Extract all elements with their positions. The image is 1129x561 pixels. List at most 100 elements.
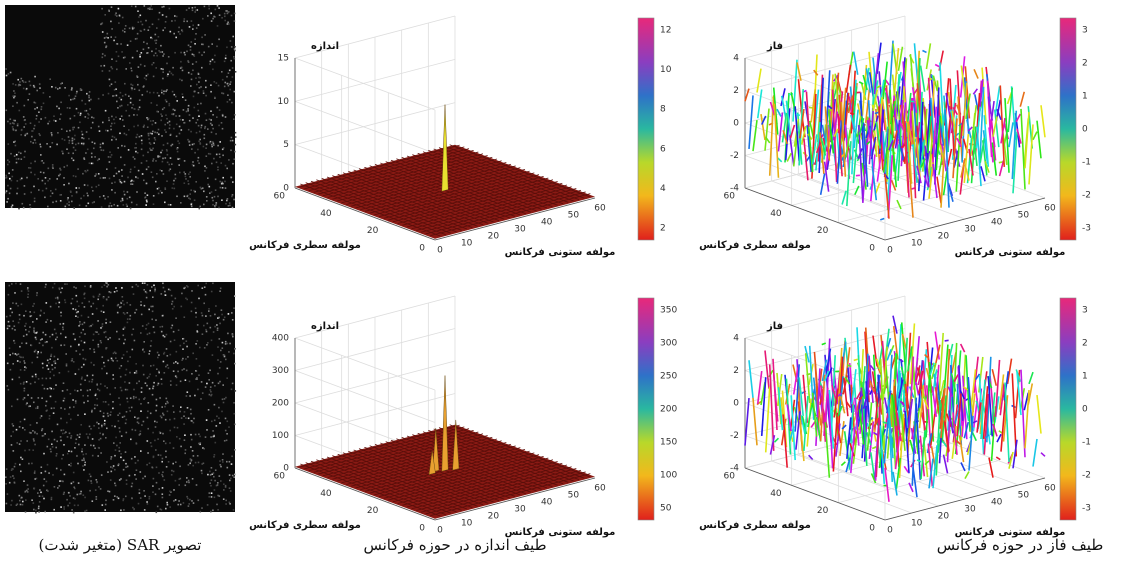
speckle xyxy=(225,359,227,361)
speckle xyxy=(45,286,47,288)
speckle xyxy=(92,455,94,457)
speckle xyxy=(76,191,78,193)
speckle xyxy=(182,119,184,121)
speckle xyxy=(16,354,18,356)
speckle xyxy=(133,156,135,158)
speckle xyxy=(137,134,139,136)
speckle xyxy=(224,13,226,15)
speckle xyxy=(115,36,117,38)
speckle xyxy=(107,413,109,415)
speckle xyxy=(69,107,71,109)
speckle xyxy=(148,29,150,31)
speckle xyxy=(126,483,128,485)
speckle xyxy=(149,290,151,292)
colorbar xyxy=(1060,298,1076,520)
speckle xyxy=(39,87,41,89)
speckle xyxy=(209,192,211,194)
speckle xyxy=(90,480,92,482)
speckle xyxy=(101,206,103,208)
speckle xyxy=(122,95,124,97)
speckle xyxy=(146,169,148,171)
speckle xyxy=(155,122,157,124)
speckle xyxy=(115,81,117,83)
speckle xyxy=(83,358,85,360)
speckle xyxy=(197,389,199,391)
speckle xyxy=(229,503,231,505)
speckle xyxy=(126,411,128,413)
speckle xyxy=(226,10,228,12)
speckle xyxy=(210,123,212,125)
speckle xyxy=(207,184,209,186)
speckle xyxy=(50,448,52,450)
speckle xyxy=(169,442,171,444)
speckle xyxy=(93,334,95,336)
speckle xyxy=(98,439,100,441)
speckle xyxy=(51,347,53,349)
speckle xyxy=(51,408,53,410)
speckle xyxy=(100,488,102,490)
speckle xyxy=(130,68,132,70)
speckle xyxy=(138,423,140,425)
speckle xyxy=(118,56,120,58)
speckle xyxy=(145,79,147,81)
speckle xyxy=(177,504,179,506)
speckle xyxy=(108,156,110,158)
speckle xyxy=(44,511,46,513)
speckle xyxy=(207,15,209,17)
speckle xyxy=(92,500,94,502)
y-tick-label: 40 xyxy=(770,489,782,499)
speckle xyxy=(53,361,55,363)
speckle xyxy=(224,440,226,442)
speckle xyxy=(121,115,123,117)
speckle xyxy=(30,141,32,143)
speckle xyxy=(107,196,109,198)
speckle xyxy=(33,502,35,504)
speckle xyxy=(118,397,120,399)
speckle xyxy=(25,310,27,312)
colorbar-tick-label: -3 xyxy=(1082,504,1091,514)
speckle xyxy=(15,353,17,355)
speckle xyxy=(99,433,101,435)
speckle xyxy=(224,16,226,18)
speckle xyxy=(78,187,80,189)
speckle xyxy=(122,119,124,121)
colorbar-tick-label: 350 xyxy=(660,306,677,316)
y-axis-label: مولفه سطری فرکانس xyxy=(249,520,361,531)
speckle xyxy=(40,310,42,312)
speckle xyxy=(104,385,106,387)
speckle xyxy=(209,63,211,65)
speckle xyxy=(215,204,217,206)
speckle xyxy=(12,83,14,85)
speckle xyxy=(155,494,157,496)
speckle xyxy=(193,96,195,98)
speckle xyxy=(214,385,216,387)
speckle xyxy=(186,496,188,498)
speckle xyxy=(138,381,140,383)
speckle xyxy=(194,91,196,93)
speckle xyxy=(30,192,32,194)
speckle xyxy=(201,381,203,383)
speckle xyxy=(186,395,188,397)
speckle xyxy=(91,163,93,165)
speckle xyxy=(113,442,115,444)
speckle xyxy=(129,410,131,412)
speckle xyxy=(130,397,132,399)
speckle xyxy=(55,303,57,305)
speckle xyxy=(49,178,51,180)
speckle xyxy=(210,327,212,329)
speckle xyxy=(113,175,115,177)
speckle xyxy=(162,493,164,495)
speckle xyxy=(231,46,233,48)
speckle xyxy=(149,333,151,335)
speckle xyxy=(42,428,44,430)
x-tick-label: 10 xyxy=(911,239,923,249)
speckle xyxy=(17,360,19,362)
speckle xyxy=(30,172,32,174)
colorbar-tick-label: 10 xyxy=(660,65,672,75)
speckle xyxy=(231,196,233,198)
speckle xyxy=(155,48,157,50)
speckle xyxy=(81,332,83,334)
grid-line xyxy=(295,371,435,423)
x-tick-label: 50 xyxy=(568,491,580,501)
speckle xyxy=(129,115,131,117)
